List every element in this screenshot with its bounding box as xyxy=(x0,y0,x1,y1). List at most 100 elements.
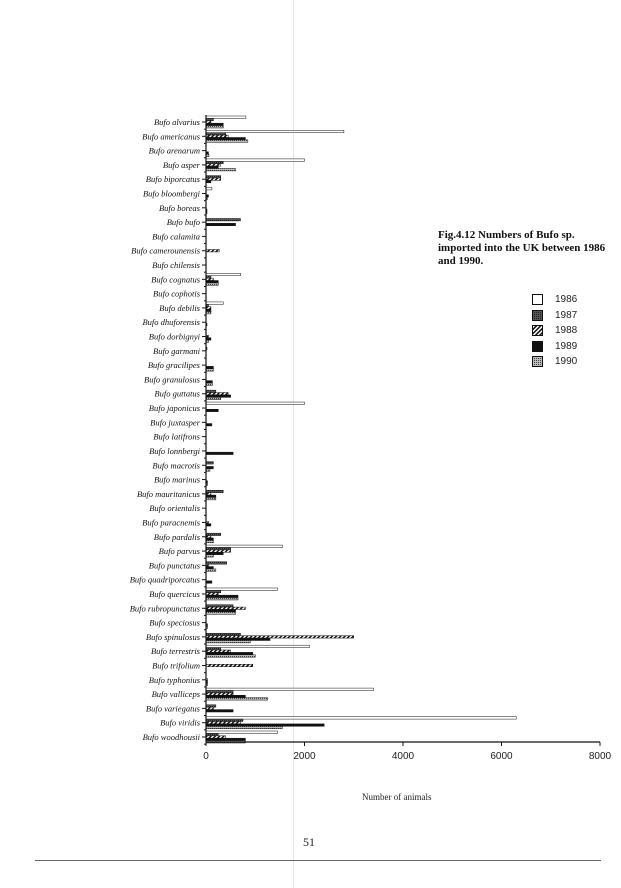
figure-caption: Fig.4.12 Numbers of Bufo sp. imported in… xyxy=(438,229,606,267)
bar-1989 xyxy=(205,308,212,312)
bar-1990 xyxy=(205,382,213,386)
bar-1990 xyxy=(205,397,222,400)
category-label: Bufo pardalis xyxy=(154,532,201,542)
category-label: Bufo cognatus xyxy=(151,274,201,284)
bar-1988 xyxy=(205,306,212,310)
bar-1988 xyxy=(205,535,212,539)
bar-1990 xyxy=(205,597,239,601)
bar-1986 xyxy=(205,158,305,162)
category-label: Bufo bufo xyxy=(167,217,200,227)
x-tick-label: 8000 xyxy=(589,751,612,762)
bar-1987 xyxy=(205,118,214,122)
bar-1989 xyxy=(205,223,236,226)
bar-1989 xyxy=(205,137,246,141)
legend-swatch xyxy=(532,294,543,306)
bar-1989 xyxy=(205,566,214,570)
category-label: Bufo punctatus xyxy=(149,560,201,570)
category-label: Bufo calamita xyxy=(152,231,200,241)
bar-1990 xyxy=(205,168,236,172)
bar-1986 xyxy=(205,644,310,648)
legend-label: 1988 xyxy=(555,325,578,337)
bar-1989 xyxy=(205,609,236,613)
category-label: Bufo orientalis xyxy=(149,503,200,513)
category-label: Bufo boreas xyxy=(159,203,201,213)
category-label: Bufo valliceps xyxy=(152,689,201,699)
category-label: Bufo paracnemis xyxy=(142,517,201,527)
legend: 1986 1987 1988 1989 1990 xyxy=(532,292,577,370)
bar-1988 xyxy=(205,606,246,610)
scan-fold-line xyxy=(293,0,294,888)
bar-1989 xyxy=(205,494,217,498)
category-label: Bufo japonicus xyxy=(149,403,201,413)
x-tick-label: 2000 xyxy=(293,751,316,762)
bar-1989 xyxy=(205,423,213,427)
bar-1986 xyxy=(205,716,517,720)
bar-1989 xyxy=(205,523,212,527)
category-label: Bufo typhonius xyxy=(149,675,201,685)
bar-1986 xyxy=(205,544,283,548)
x-axis-label: Number of animals xyxy=(362,792,432,802)
bar-1990 xyxy=(205,726,283,729)
category-label: Bufo parvus xyxy=(159,546,201,556)
bar-1989 xyxy=(205,580,213,584)
bar-1989 xyxy=(205,408,219,412)
legend-label: 1987 xyxy=(555,309,578,321)
bar-1990 xyxy=(205,368,214,372)
category-label: Bufo arenarum xyxy=(149,146,200,156)
category-label: Bufo rubropunctatus xyxy=(130,603,201,613)
legend-label: 1990 xyxy=(555,356,578,368)
bar-1988 xyxy=(205,392,229,396)
bar-1990 xyxy=(205,654,256,658)
x-tick-label: 6000 xyxy=(490,751,513,762)
bar-1988 xyxy=(205,277,214,281)
bar-1989 xyxy=(205,723,325,727)
bar-1989 xyxy=(205,165,219,169)
legend-swatch xyxy=(532,340,543,352)
bar-1986 xyxy=(205,687,374,691)
category-label: Bufo trifolium xyxy=(152,660,200,670)
legend-item-1987: 1987 xyxy=(532,308,577,324)
bar-1990 xyxy=(205,125,224,129)
bar-1987 xyxy=(205,218,241,222)
bar-1988 xyxy=(205,134,229,138)
category-label: Bufo chilensis xyxy=(152,260,201,270)
category-label: Bufo asper xyxy=(163,160,201,170)
legend-item-1989: 1989 xyxy=(532,339,577,355)
category-label: Bufo macrotis xyxy=(152,460,200,470)
bar-1988 xyxy=(205,249,220,253)
category-label: Bufo speciosus xyxy=(149,618,200,628)
bar-1989 xyxy=(205,652,254,656)
category-label: Bufo biporcatus xyxy=(146,174,201,184)
bar-1990 xyxy=(205,497,217,501)
bar-1988 xyxy=(205,592,219,596)
bar-1989 xyxy=(205,380,213,384)
bar-1987 xyxy=(205,547,231,551)
x-tick-label: 0 xyxy=(203,751,209,762)
bar-1988 xyxy=(205,635,354,639)
category-label: Bufo dhuforensis xyxy=(142,317,200,327)
category-label: Bufo cophotis xyxy=(153,289,201,299)
bar-1989 xyxy=(205,737,246,741)
bar-1990 xyxy=(205,139,249,143)
bar-1987 xyxy=(205,175,222,179)
bar-1989 xyxy=(205,337,212,341)
bar-1987 xyxy=(205,718,244,722)
category-label: Bufo juxtasper xyxy=(150,417,201,427)
category-label: Bufo garmani xyxy=(153,346,201,356)
bar-1989 xyxy=(205,122,224,126)
bar-1987 xyxy=(205,561,227,565)
bar-1987 xyxy=(205,633,241,636)
bar-1987 xyxy=(205,275,212,279)
bar-1989 xyxy=(205,695,246,698)
bar-1989 xyxy=(205,637,271,641)
bar-1989 xyxy=(205,537,214,541)
category-label: Bufo debilis xyxy=(159,303,201,313)
category-label: Bufo americanus xyxy=(142,131,201,141)
category-label: Bufo viridis xyxy=(160,718,201,728)
bar-1987 xyxy=(205,389,217,393)
bar-1988 xyxy=(205,664,254,667)
bar-1989 xyxy=(205,394,231,398)
bar-1988 xyxy=(205,706,214,710)
category-label: Bufo spinulosus xyxy=(146,632,201,642)
bar-1987 xyxy=(205,690,234,694)
